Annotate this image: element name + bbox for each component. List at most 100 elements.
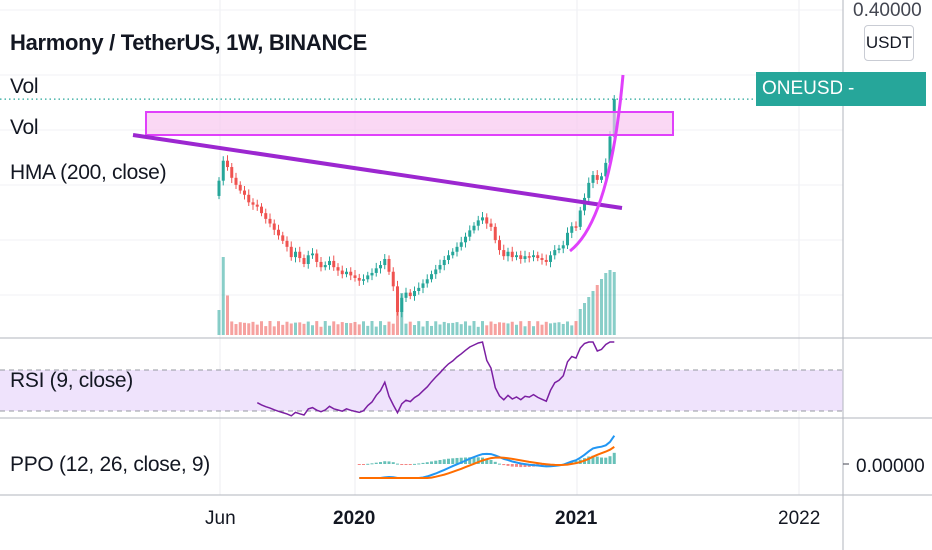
volume-bar — [481, 321, 484, 335]
candle-body — [306, 255, 310, 264]
chart-title: Harmony / TetherUS, 1W, BINANCE — [10, 30, 368, 55]
candle-body — [396, 286, 399, 312]
candle-body — [438, 265, 442, 270]
candle-body — [370, 272, 374, 276]
ppo-histogram-bar — [468, 457, 472, 464]
volume-bar — [519, 321, 523, 335]
indicator-legend-hma[interactable]: HMA (200, close) — [10, 161, 167, 184]
ppo-histogram-bar — [510, 464, 514, 467]
indicator-legend-vol-1[interactable]: Vol — [10, 75, 39, 98]
ppo-histogram-bar — [438, 459, 442, 464]
volume-bar — [234, 324, 238, 335]
candle-body — [600, 176, 603, 180]
candle-body — [217, 180, 221, 196]
volume-bar — [561, 323, 565, 335]
ppo-histogram-bar — [506, 464, 510, 466]
volume-bar — [319, 326, 323, 335]
time-axis-label-2022: 2022 — [778, 508, 821, 529]
last-price-value: 0.08641 — [848, 112, 917, 133]
candle-body — [391, 271, 395, 287]
volume-bar — [608, 270, 612, 335]
candle-body — [311, 253, 314, 256]
ppo-histogram-bar — [421, 462, 425, 464]
candle-body — [357, 277, 361, 281]
ppo-histogram-bar — [404, 464, 408, 465]
volume-bar — [553, 322, 557, 335]
candle-body — [379, 265, 382, 269]
ppo-histogram-bar — [366, 463, 370, 465]
candle-body — [323, 265, 327, 268]
candle-body — [417, 287, 421, 292]
volume-bar — [612, 272, 616, 335]
volume-bar — [498, 322, 501, 335]
volume-bar — [391, 323, 395, 335]
volume-bar — [459, 324, 463, 335]
ppo-histogram-bar — [523, 464, 527, 468]
ppo-histogram-bar — [489, 459, 493, 464]
volume-bar — [434, 321, 438, 335]
volume-bar — [345, 322, 348, 335]
ppo-histogram-bar — [459, 457, 463, 464]
candle-body — [404, 292, 408, 298]
candle-body — [532, 255, 535, 258]
ppo-signal-line — [359, 446, 615, 479]
candle-body — [298, 251, 302, 259]
candle-body — [400, 297, 404, 312]
candle-body — [451, 251, 455, 256]
candle-body — [221, 160, 225, 181]
volume-bar — [493, 323, 497, 335]
volume-bar — [289, 323, 293, 335]
ppo-histogram-bar — [608, 456, 612, 464]
volume-bar — [294, 322, 297, 335]
volume-bar — [413, 325, 416, 335]
ppo-line — [359, 435, 616, 479]
drawings[interactable] — [132, 74, 674, 253]
volume-bar — [447, 323, 450, 335]
volume-bar — [570, 325, 574, 335]
ppo-histogram-bar — [374, 462, 378, 464]
candle-body — [485, 217, 489, 224]
candle-body — [595, 175, 599, 180]
volume-bar — [302, 323, 306, 335]
candle-body — [353, 275, 357, 278]
volume-bar — [583, 303, 586, 335]
volume-bar — [366, 325, 370, 335]
volume-bar — [595, 285, 599, 335]
candle-body — [493, 226, 497, 241]
volume-bar — [468, 325, 472, 335]
ppo-histogram-bar — [476, 457, 480, 464]
candle-body — [544, 259, 548, 262]
volume-bar — [349, 323, 353, 335]
candle-body — [523, 256, 527, 259]
ppo-histogram-bar — [425, 462, 429, 464]
volume-bar — [328, 325, 331, 335]
volume-bar — [323, 321, 327, 335]
volume-bar — [387, 321, 391, 335]
candle-body — [566, 232, 569, 246]
volume-bar — [464, 321, 467, 335]
volume-bar — [362, 321, 365, 335]
candle-body — [553, 250, 557, 256]
candle-body — [260, 206, 263, 214]
descending-trendline — [132, 133, 623, 210]
volume-bar — [489, 321, 493, 335]
candle-body — [574, 226, 578, 228]
volume-bar — [472, 321, 476, 335]
ppo-legend[interactable]: PPO (12, 26, close, 9) — [10, 453, 210, 476]
rsi-legend[interactable]: RSI (9, close) — [10, 369, 133, 392]
ppo-histogram-bar — [591, 455, 595, 464]
volume-bar — [536, 321, 540, 335]
candle-body — [340, 270, 344, 275]
candle-body — [268, 218, 272, 224]
currency-unit-button[interactable]: USDT — [864, 25, 914, 61]
indicator-legend-vol-2[interactable]: Vol — [10, 116, 39, 139]
volume-bar — [604, 273, 608, 335]
volume-bar — [374, 326, 378, 335]
volume-bar — [476, 326, 480, 335]
ppo-histogram-bar — [612, 452, 616, 464]
candle-body — [506, 251, 510, 257]
candle-body — [549, 255, 552, 262]
time-axis-label-2021: 2021 — [555, 508, 598, 529]
